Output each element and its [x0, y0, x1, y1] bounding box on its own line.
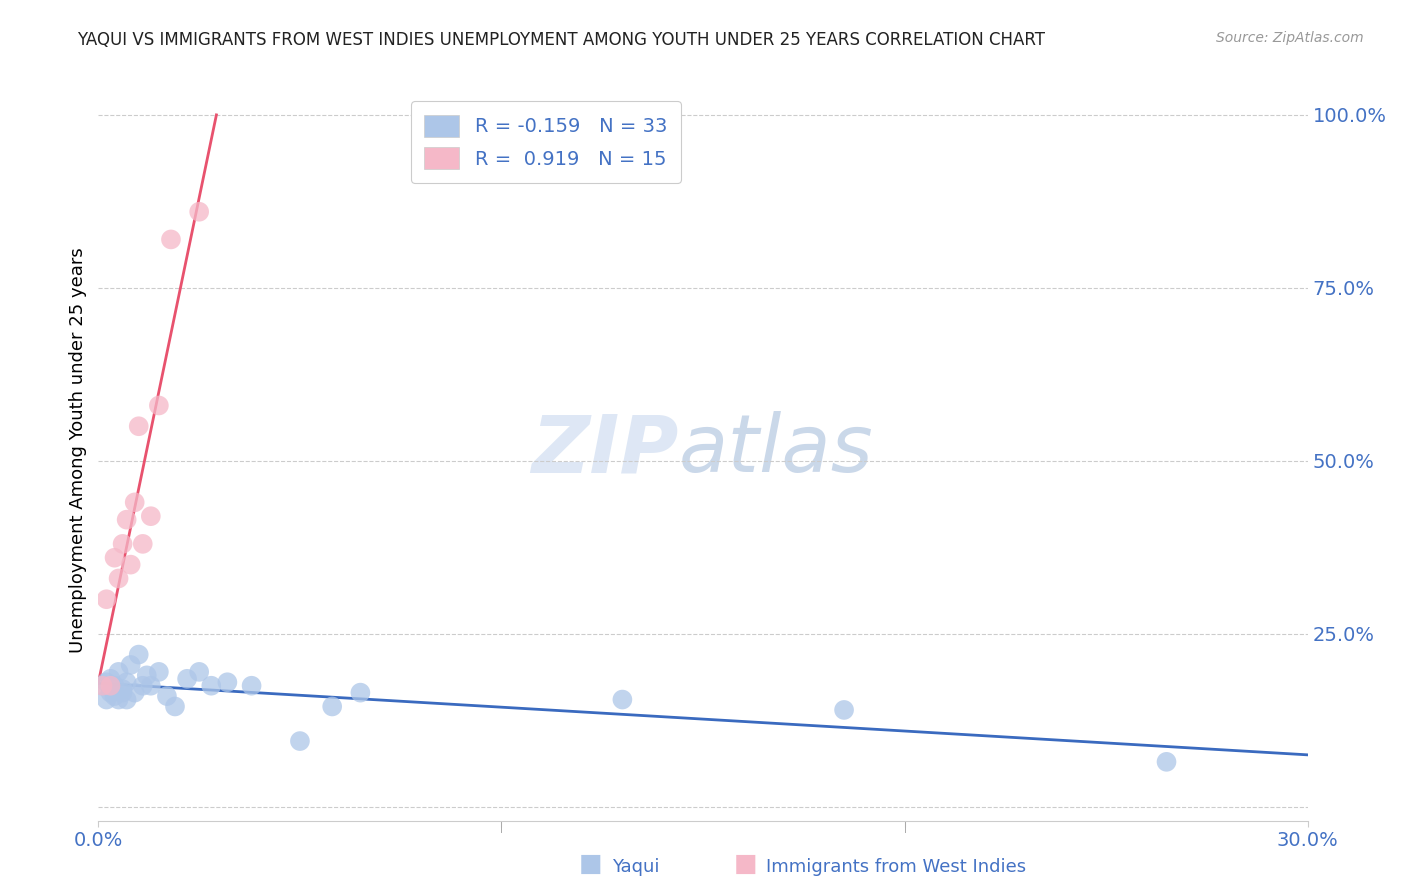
Point	[111, 537, 134, 551]
Text: Immigrants from West Indies: Immigrants from West Indies	[766, 858, 1026, 876]
Point	[160, 232, 183, 246]
Text: YAQUI VS IMMIGRANTS FROM WEST INDIES UNEMPLOYMENT AMONG YOUTH UNDER 25 YEARS COR: YAQUI VS IMMIGRANTS FROM WEST INDIES UNE…	[77, 31, 1045, 49]
Text: ZIP: ZIP	[531, 411, 679, 490]
Point	[96, 675, 118, 690]
Point	[135, 668, 157, 682]
Point	[156, 689, 179, 703]
Point	[128, 648, 150, 662]
Point	[115, 675, 138, 690]
Point	[120, 657, 142, 672]
Point	[91, 679, 114, 693]
Point	[176, 672, 198, 686]
Legend: R = -0.159   N = 33, R =  0.919   N = 15: R = -0.159 N = 33, R = 0.919 N = 15	[411, 101, 681, 183]
Point	[103, 679, 125, 693]
Text: Yaqui: Yaqui	[612, 858, 659, 876]
Point	[115, 692, 138, 706]
Point	[188, 665, 211, 679]
Point	[132, 679, 155, 693]
Point	[103, 550, 125, 565]
Point	[107, 692, 129, 706]
Point	[188, 204, 211, 219]
Point	[111, 682, 134, 697]
Point	[100, 685, 122, 699]
Point	[139, 509, 162, 524]
Point	[111, 685, 134, 699]
Point	[132, 537, 155, 551]
Point	[100, 672, 122, 686]
Point	[240, 679, 263, 693]
Point	[148, 399, 170, 413]
Point	[288, 734, 311, 748]
Text: atlas: atlas	[679, 411, 873, 490]
Point	[148, 665, 170, 679]
Point	[832, 703, 855, 717]
Point	[139, 679, 162, 693]
Y-axis label: Unemployment Among Youth under 25 years: Unemployment Among Youth under 25 years	[69, 248, 87, 653]
Point	[96, 692, 118, 706]
Point	[217, 675, 239, 690]
Point	[120, 558, 142, 572]
Point	[115, 513, 138, 527]
Point	[100, 679, 122, 693]
Point	[107, 572, 129, 586]
Text: Source: ZipAtlas.com: Source: ZipAtlas.com	[1216, 31, 1364, 45]
Text: ■: ■	[734, 852, 756, 876]
Point	[200, 679, 222, 693]
Point	[107, 665, 129, 679]
Point	[124, 685, 146, 699]
Point	[91, 679, 114, 693]
Point	[163, 699, 186, 714]
Text: ■: ■	[579, 852, 602, 876]
Point	[349, 685, 371, 699]
Point	[321, 699, 343, 714]
Point	[128, 419, 150, 434]
Point	[96, 592, 118, 607]
Point	[612, 692, 634, 706]
Point	[1156, 755, 1178, 769]
Point	[103, 689, 125, 703]
Point	[124, 495, 146, 509]
